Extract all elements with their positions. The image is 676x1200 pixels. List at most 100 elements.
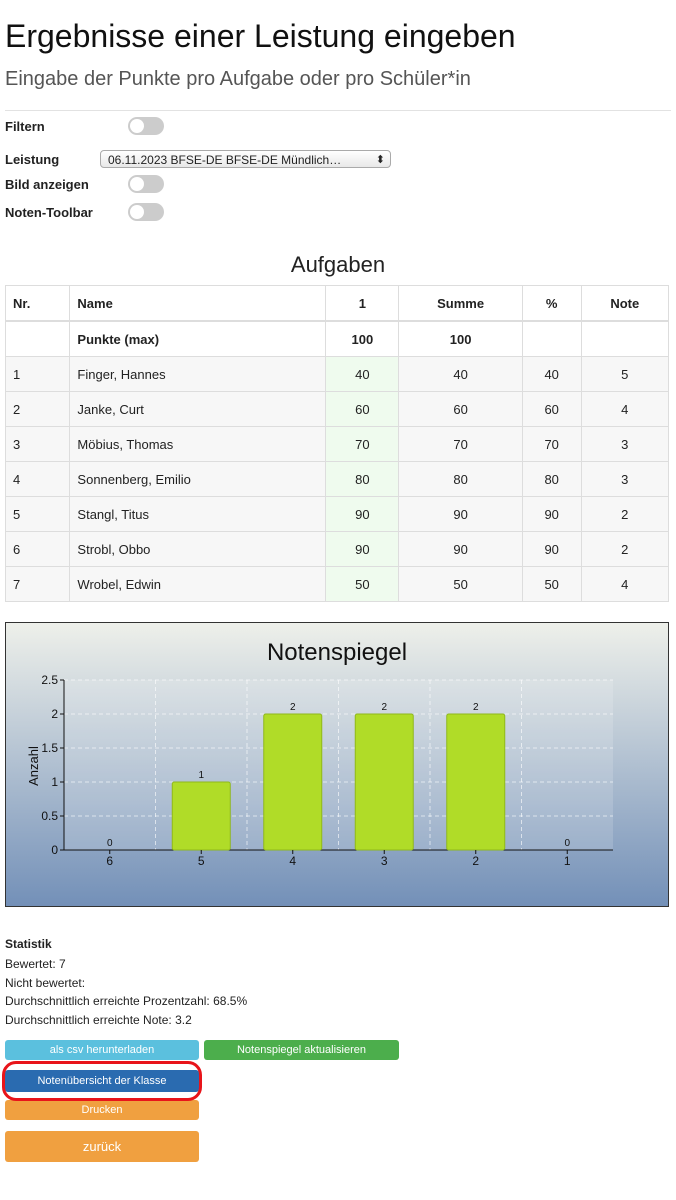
bar-value-label: 2 bbox=[290, 702, 296, 713]
cell: 5 bbox=[580, 356, 670, 392]
column-header: % bbox=[521, 285, 582, 322]
y-tick-label: 0.5 bbox=[41, 809, 58, 823]
cell: 6 bbox=[4, 531, 71, 567]
max-row: Punkte (max) 100 100 bbox=[4, 320, 670, 357]
back-button[interactable]: zurück bbox=[5, 1131, 199, 1162]
cell: 3 bbox=[4, 426, 71, 462]
cell: Janke, Curt bbox=[69, 391, 327, 427]
results-table: Nr. Name 1 Summe% Note Punkte (max) 100 100 1 Fin… bbox=[4, 285, 670, 602]
print-button[interactable]: Drucken bbox=[5, 1100, 199, 1120]
cell: 60 bbox=[398, 391, 523, 427]
bild-toggle[interactable] bbox=[128, 175, 164, 193]
bar-value-label: 1 bbox=[198, 770, 204, 781]
cell: Stangl, Titus bbox=[69, 496, 327, 532]
student-row: 2 Janke, Curt 60 60 60 4 bbox=[4, 391, 670, 427]
cell: 60 bbox=[521, 391, 582, 427]
stat-line: Durchschnittlich erreichte Prozentzahl: … bbox=[5, 994, 248, 1009]
x-tick-label: 5 bbox=[198, 854, 205, 868]
cell: 40 bbox=[521, 356, 582, 392]
column-header: Summe bbox=[398, 285, 523, 322]
cell: 50 bbox=[398, 566, 523, 602]
cell: 3 bbox=[580, 461, 670, 497]
column-header: 1 bbox=[325, 285, 400, 322]
x-tick-label: 3 bbox=[381, 854, 388, 868]
cell: 7 bbox=[4, 566, 71, 602]
x-tick-label: 1 bbox=[564, 854, 571, 868]
points-input: 80 bbox=[325, 461, 400, 497]
overview-button[interactable]: Notenübersicht der Klasse bbox=[5, 1070, 199, 1092]
cell: 90 bbox=[398, 496, 523, 532]
cell: 4 bbox=[580, 391, 670, 427]
chart-title: Notenspiegel bbox=[267, 639, 407, 666]
toolbar-label: Noten-Toolbar bbox=[5, 205, 93, 220]
cell bbox=[580, 320, 670, 357]
bild-label: Bild anzeigen bbox=[5, 177, 89, 192]
cell: 70 bbox=[398, 426, 523, 462]
cell bbox=[4, 320, 71, 357]
filter-label: Filtern bbox=[5, 119, 45, 134]
y-tick-label: 2 bbox=[51, 707, 58, 721]
points-input: 90 bbox=[325, 496, 400, 532]
cell: Punkte (max) bbox=[69, 320, 327, 357]
page-subtitle: Eingabe der Punkte pro Aufgabe oder pro … bbox=[5, 68, 471, 90]
leistung-label: Leistung bbox=[5, 152, 60, 167]
y-axis-label: Anzahl bbox=[26, 746, 41, 786]
table-title: Aufgaben bbox=[290, 252, 386, 277]
leistung-select[interactable]: 06.11.2023 BFSE-DE BFSE-DE Mündlich… bbox=[100, 150, 391, 169]
cell: Möbius, Thomas bbox=[69, 426, 327, 462]
cell: 50 bbox=[521, 566, 582, 602]
csv-button[interactable]: als csv herunterladen bbox=[5, 1040, 199, 1060]
y-tick-label: 0 bbox=[51, 843, 58, 857]
refresh-button[interactable]: Notenspiegel aktualisieren bbox=[204, 1040, 399, 1060]
points-input: 70 bbox=[325, 426, 400, 462]
column-header: Name bbox=[69, 285, 327, 322]
divider bbox=[5, 110, 671, 111]
bar-value-label: 2 bbox=[381, 702, 387, 713]
student-row: 5 Stangl, Titus 90 90 90 2 bbox=[4, 496, 670, 532]
stat-line: Nicht bewertet: bbox=[5, 975, 86, 990]
cell: 100 bbox=[398, 320, 523, 357]
x-tick-label: 2 bbox=[472, 854, 479, 868]
cell: 80 bbox=[521, 461, 582, 497]
chart-box: Notenspiegel Anzahl 0 0.5 1 1.5 2 2.5 0 6 1 5 2 4 2 3… bbox=[5, 622, 669, 907]
x-tick-label: 4 bbox=[289, 854, 296, 868]
cell bbox=[521, 320, 582, 357]
points-input: 60 bbox=[325, 391, 400, 427]
student-row: 3 Möbius, Thomas 70 70 70 3 bbox=[4, 426, 670, 462]
y-tick-label: 1.5 bbox=[41, 741, 58, 755]
bar-value-label: 0 bbox=[564, 838, 570, 849]
y-tick-label: 2.5 bbox=[41, 673, 58, 687]
cell: 1 bbox=[4, 356, 71, 392]
stat-line: Bewertet: 7 bbox=[5, 957, 66, 971]
cell: 100 bbox=[325, 320, 400, 357]
cell: 70 bbox=[521, 426, 582, 462]
cell: 3 bbox=[580, 426, 670, 462]
student-row: 4 Sonnenberg, Emilio 80 80 80 3 bbox=[4, 461, 670, 497]
filter-toggle[interactable] bbox=[128, 117, 164, 135]
cell: 90 bbox=[521, 496, 582, 532]
student-row: 1 Finger, Hannes 40 40 40 5 bbox=[4, 356, 670, 392]
cell: 2 bbox=[4, 391, 71, 427]
stat-line: Durchschnittlich erreichte Note: 3.2 bbox=[5, 1013, 192, 1028]
cell: 5 bbox=[4, 496, 71, 532]
bar bbox=[263, 713, 323, 851]
points-input: 40 bbox=[325, 356, 400, 392]
student-row: 7 Wrobel, Edwin 50 50 50 4 bbox=[4, 566, 670, 602]
cell: 4 bbox=[580, 566, 670, 602]
points-input: 50 bbox=[325, 566, 400, 602]
bar bbox=[354, 713, 414, 851]
cell: Wrobel, Edwin bbox=[69, 566, 327, 602]
bar-value-label: 2 bbox=[473, 702, 479, 713]
cell: 40 bbox=[398, 356, 523, 392]
cell: 2 bbox=[580, 496, 670, 532]
cell: 90 bbox=[398, 531, 523, 567]
cell: 2 bbox=[580, 531, 670, 567]
chart: Notenspiegel Anzahl 0 0.5 1 1.5 2 2.5 0 6 1 5 2 4 2 3… bbox=[26, 639, 613, 868]
column-header: Nr. bbox=[4, 285, 71, 322]
cell: Finger, Hannes bbox=[69, 356, 327, 392]
bar bbox=[171, 781, 231, 851]
points-input: 90 bbox=[325, 531, 400, 567]
toolbar-toggle[interactable] bbox=[128, 203, 164, 221]
cell: Sonnenberg, Emilio bbox=[69, 461, 327, 497]
